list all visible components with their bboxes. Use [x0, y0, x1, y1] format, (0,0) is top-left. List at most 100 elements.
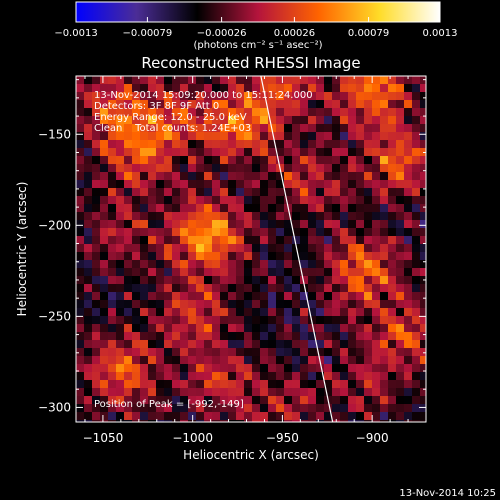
heatmap-cell [356, 404, 364, 412]
heatmap-cell [188, 196, 196, 204]
heatmap-cell [188, 268, 196, 276]
heatmap-cell [268, 404, 276, 412]
heatmap-cell [356, 268, 364, 276]
heatmap-cell [324, 164, 332, 172]
heatmap-cell [132, 316, 140, 324]
heatmap-cell [100, 372, 108, 380]
heatmap-cell [244, 172, 252, 180]
heatmap-cell [132, 172, 140, 180]
heatmap-cell [188, 100, 196, 108]
heatmap-cell [172, 252, 180, 260]
heatmap-cell [348, 148, 356, 156]
heatmap-cell [244, 412, 252, 420]
heatmap-cell [252, 108, 260, 116]
heatmap-cell [236, 340, 244, 348]
heatmap-cell [276, 204, 284, 212]
heatmap-cell [404, 188, 412, 196]
heatmap-cell [212, 164, 220, 172]
heatmap-cell [212, 276, 220, 284]
heatmap-cell [180, 164, 188, 172]
heatmap-cell [420, 188, 426, 196]
heatmap-cell [108, 196, 116, 204]
heatmap-cell [76, 292, 84, 300]
heatmap-cell [372, 244, 380, 252]
heatmap-cell [276, 236, 284, 244]
heatmap-cell [100, 172, 108, 180]
heatmap-cell [180, 300, 188, 308]
heatmap-cell [276, 148, 284, 156]
heatmap-cell [100, 204, 108, 212]
heatmap-cell [212, 188, 220, 196]
heatmap-cell [116, 276, 124, 284]
heatmap-cell [364, 284, 372, 292]
heatmap-cell [356, 380, 364, 388]
heatmap-cell [380, 92, 388, 100]
heatmap-cell [140, 100, 148, 108]
heatmap-cell [204, 420, 212, 422]
heatmap-cell [244, 308, 252, 316]
heatmap-cell [132, 148, 140, 156]
heatmap-cell [220, 116, 228, 124]
heatmap-cell [388, 308, 396, 316]
heatmap-cell [412, 396, 420, 404]
heatmap-cell [332, 388, 340, 396]
heatmap-cell [84, 84, 92, 92]
heatmap-cell [220, 316, 228, 324]
heatmap-cell [372, 228, 380, 236]
heatmap-cell [380, 268, 388, 276]
heatmap-cell [236, 204, 244, 212]
heatmap-cell [420, 380, 426, 388]
heatmap-cell [388, 132, 396, 140]
heatmap-cell [380, 388, 388, 396]
heatmap-cell [332, 196, 340, 204]
heatmap-cell [108, 164, 116, 172]
heatmap-cell [212, 108, 220, 116]
heatmap-cell [220, 380, 228, 388]
heatmap-cell [188, 260, 196, 268]
heatmap-cell [300, 324, 308, 332]
heatmap-cell [252, 212, 260, 220]
heatmap-cell [268, 292, 276, 300]
heatmap-cell [172, 388, 180, 396]
heatmap-cell [124, 196, 132, 204]
heatmap-cell [412, 116, 420, 124]
heatmap-cell [76, 284, 84, 292]
heatmap-cell [148, 388, 156, 396]
heatmap-cell [412, 388, 420, 396]
heatmap-cell [268, 268, 276, 276]
heatmap-cell [236, 116, 244, 124]
heatmap-cell [300, 220, 308, 228]
heatmap-cell [148, 156, 156, 164]
heatmap-cell [356, 204, 364, 212]
heatmap-cell [260, 252, 268, 260]
heatmap-cell [396, 244, 404, 252]
heatmap-cell [388, 140, 396, 148]
heatmap-cell [116, 356, 124, 364]
heatmap-cell [220, 92, 228, 100]
heatmap-cell [236, 412, 244, 420]
heatmap-cell [204, 276, 212, 284]
heatmap-cell [412, 404, 420, 412]
heatmap-cell [108, 252, 116, 260]
heatmap-cell [156, 292, 164, 300]
heatmap-cell [396, 276, 404, 284]
heatmap-cell [172, 268, 180, 276]
colorbar-tick-label: 0.0013 [423, 28, 458, 39]
heatmap-cell [156, 396, 164, 404]
heatmap-cell [116, 92, 124, 100]
heatmap-cell [300, 132, 308, 140]
heatmap-cell [124, 412, 132, 420]
heatmap-cell [220, 220, 228, 228]
heatmap-cell [420, 300, 426, 308]
heatmap-cell [420, 196, 426, 204]
heatmap-cell [380, 348, 388, 356]
heatmap-cell [124, 340, 132, 348]
heatmap-cell [268, 396, 276, 404]
heatmap-cell [108, 388, 116, 396]
heatmap-cell [236, 172, 244, 180]
heatmap-cell [196, 140, 204, 148]
heatmap-cell [268, 196, 276, 204]
heatmap-cell [204, 292, 212, 300]
heatmap-cell [204, 228, 212, 236]
